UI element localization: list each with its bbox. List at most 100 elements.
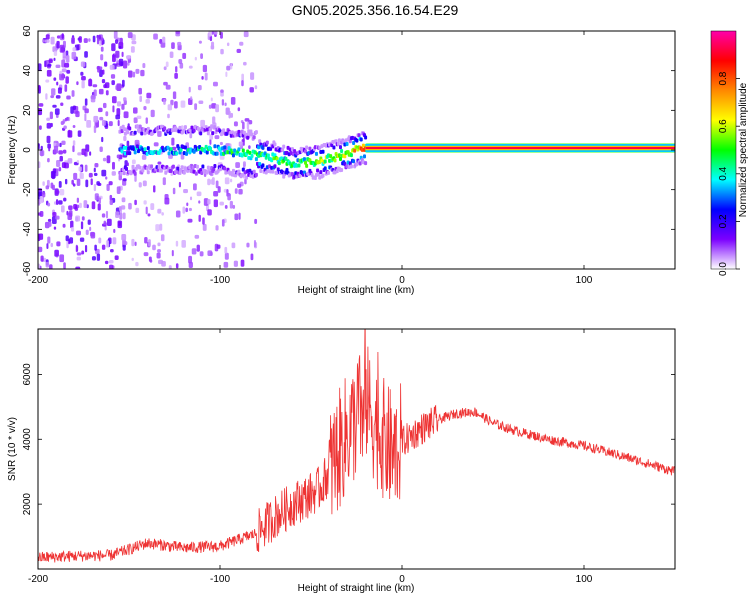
heatmap-cell (163, 126, 167, 131)
colorbar-tick-label: 0.4 (718, 166, 729, 180)
heatmap-cell (338, 156, 342, 161)
y-tick-label: 4000 (22, 428, 33, 451)
heatmap-cell (90, 232, 96, 239)
heatmap-cell (85, 179, 89, 188)
heatmap-cell (237, 169, 241, 174)
heatmap-cell (271, 169, 275, 174)
heatmap-cell (38, 200, 41, 206)
heatmap-cell (126, 130, 130, 135)
heatmap-cell (75, 244, 78, 253)
heatmap-cell (210, 41, 215, 50)
heatmap-cell (53, 57, 56, 61)
heatmap-cell (89, 78, 92, 87)
heatmap-cell (163, 66, 167, 71)
heatmap-cell (125, 55, 131, 59)
heatmap-cell (47, 236, 51, 244)
heatmap-cell (316, 168, 320, 173)
heatmap-cell (75, 111, 80, 118)
heatmap-cell (261, 163, 265, 168)
heatmap-cell (116, 186, 121, 195)
heatmap-cell (85, 229, 89, 236)
heatmap-cell (202, 217, 205, 225)
heatmap-cell (53, 226, 57, 230)
heatmap-cell (48, 59, 53, 64)
heatmap-cell (211, 131, 215, 136)
heatmap-cell (345, 141, 349, 146)
heatmap-cell (195, 164, 199, 169)
heatmap-cell (158, 259, 163, 265)
heatmap-cell (105, 90, 109, 96)
heatmap-cell (241, 73, 244, 82)
heatmap-cell (45, 185, 50, 190)
y-tick-label: 40 (22, 65, 33, 77)
heatmap-cell (202, 64, 208, 73)
heatmap-cell (89, 226, 92, 232)
y-tick-label: 20 (22, 104, 33, 116)
heatmap-cell (259, 168, 263, 173)
heatmap-cell (223, 261, 229, 268)
heatmap-cell (253, 240, 256, 248)
heatmap-cell (116, 101, 122, 107)
heatmap-cell (133, 130, 137, 135)
heatmap-cell (308, 146, 312, 151)
heatmap-cell (62, 119, 66, 124)
heatmap-cell (246, 135, 250, 140)
heatmap-cell (189, 131, 193, 139)
x-tick-label: 100 (576, 275, 593, 286)
heatmap-cell (138, 87, 142, 95)
heatmap-cell (49, 111, 53, 120)
heatmap-cell (53, 145, 59, 154)
heatmap-cell (78, 166, 82, 172)
heatmap-cell (177, 44, 182, 51)
heatmap-cell (208, 31, 212, 37)
heatmap-cell (135, 144, 139, 149)
heatmap-cell (41, 192, 46, 198)
heatmap-cell (319, 170, 323, 175)
heatmap-cell (198, 40, 202, 44)
heatmap-cell (110, 74, 116, 79)
heatmap-cell (102, 102, 107, 109)
heatmap-cell (365, 147, 675, 150)
heatmap-cell (122, 244, 126, 251)
heatmap-cell (340, 168, 344, 173)
heatmap-cell (297, 163, 301, 168)
heatmap-cell (85, 144, 90, 152)
heatmap-cell (45, 93, 48, 100)
heatmap-cell (103, 220, 107, 226)
heatmap-cell (213, 31, 218, 35)
heatmap-cell (358, 161, 362, 166)
heatmap-cell (101, 244, 106, 250)
heatmap-cell (56, 241, 61, 247)
heatmap-cell (143, 147, 147, 152)
heatmap-cell (178, 181, 181, 188)
heatmap-cell (136, 115, 142, 119)
heatmap-cell (81, 80, 85, 89)
heatmap-cell (100, 46, 104, 52)
heatmap-cell (170, 99, 174, 106)
heatmap-cell (150, 164, 154, 169)
heatmap-cell (91, 256, 96, 261)
heatmap-cell (167, 113, 170, 119)
heatmap-cell (249, 129, 253, 134)
heatmap-cell (175, 66, 178, 73)
heatmap-cell (65, 235, 69, 242)
heatmap-cell (69, 210, 73, 217)
heatmap-cell (38, 125, 42, 130)
heatmap-cell (111, 43, 116, 52)
heatmap-cell (241, 167, 245, 172)
heatmap-cell (159, 168, 163, 173)
heatmap-cell (197, 85, 202, 91)
heatmap-cell (93, 172, 98, 176)
heatmap-cell (241, 80, 244, 87)
heatmap-cell (194, 103, 198, 111)
heatmap-cell (94, 244, 97, 251)
heatmap-cell (40, 255, 44, 262)
heatmap-cell (112, 105, 115, 113)
heatmap-cell (304, 149, 308, 154)
heatmap-cell (212, 167, 216, 172)
heatmap-cell (201, 164, 205, 169)
heatmap-cell (248, 119, 253, 125)
heatmap-cell (230, 63, 233, 70)
heatmap-cell (213, 191, 219, 197)
